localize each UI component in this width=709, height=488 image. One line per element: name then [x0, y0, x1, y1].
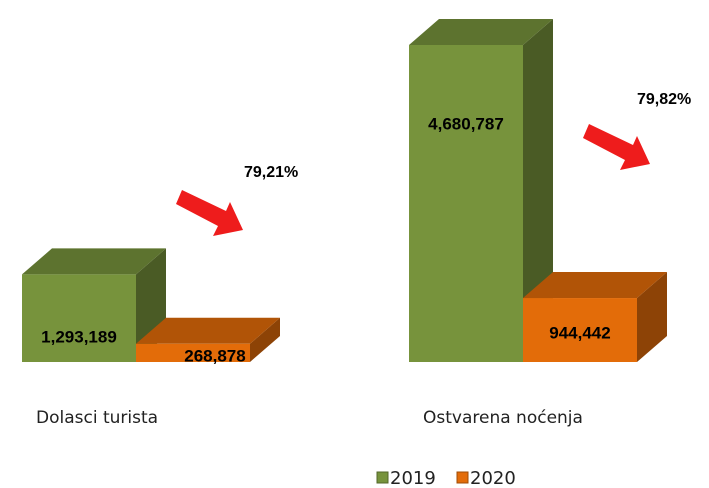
value-label: 944,442 — [549, 324, 610, 343]
legend-swatch — [376, 471, 389, 484]
value-label: 4,680,787 — [428, 114, 504, 133]
bar-front — [22, 274, 136, 362]
bar-side — [523, 19, 553, 362]
bar-top — [523, 272, 667, 299]
bar-side — [250, 317, 280, 362]
category-label: Ostvarena noćenja — [423, 408, 583, 428]
legend-label: 2019 — [390, 468, 436, 488]
bar-top — [409, 19, 553, 45]
legend-swatch — [456, 471, 469, 484]
value-label: 268,878 — [184, 346, 245, 365]
bar-side — [637, 272, 667, 362]
legend-label: 2020 — [470, 468, 516, 488]
value-label: 1,293,189 — [41, 328, 117, 347]
bar-front — [523, 298, 637, 362]
bar — [136, 317, 280, 362]
arrow — [583, 124, 650, 170]
bar — [409, 19, 553, 362]
bar-top — [136, 317, 280, 344]
bar-top — [22, 248, 166, 275]
annotation: 79,82% — [637, 91, 691, 108]
bar — [523, 272, 667, 362]
bar — [22, 248, 166, 362]
bar-front — [409, 45, 523, 362]
annotation: 79,21% — [244, 164, 298, 181]
category-label: Dolasci turista — [36, 408, 158, 428]
bar-front — [136, 343, 250, 362]
arrow — [176, 190, 243, 236]
